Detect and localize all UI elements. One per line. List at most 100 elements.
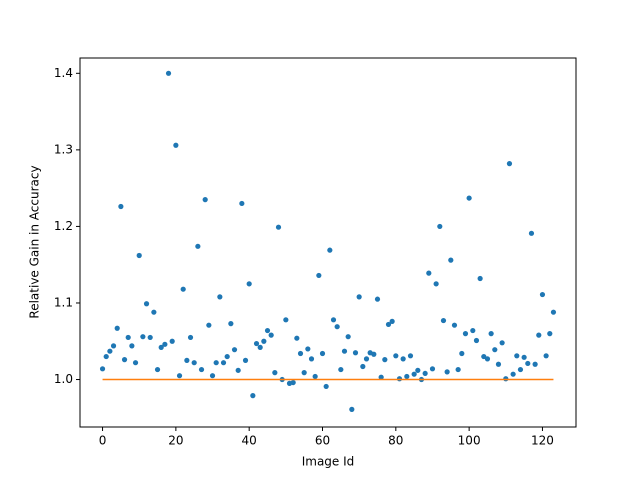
point (378, 374, 384, 380)
point (239, 200, 245, 207)
x-axis-label: Image Id (302, 455, 355, 469)
point (257, 344, 263, 350)
point (539, 291, 546, 298)
plot-frame (79, 57, 577, 428)
point (499, 340, 505, 346)
point (121, 357, 128, 363)
x-tick-label: 100 (458, 434, 481, 448)
point (422, 370, 428, 377)
point (356, 294, 362, 300)
x-tick-label: 80 (388, 434, 403, 448)
y-tick-label: 1.3 (54, 142, 73, 156)
point (147, 334, 153, 341)
point (330, 317, 337, 323)
point (536, 332, 542, 338)
point (429, 366, 436, 372)
point (488, 331, 494, 337)
point (305, 346, 311, 352)
point (316, 272, 322, 279)
point (103, 353, 109, 360)
point (385, 321, 392, 328)
point (470, 327, 476, 334)
point (220, 360, 227, 366)
point (514, 353, 520, 359)
point (550, 309, 557, 315)
point (217, 294, 223, 300)
point (308, 356, 315, 362)
point (528, 230, 535, 236)
point (143, 301, 150, 307)
point (400, 356, 406, 362)
point (466, 195, 472, 201)
point (187, 334, 194, 341)
point (132, 360, 139, 366)
point (180, 286, 186, 292)
point (140, 334, 146, 340)
y-axis-label: Relative Gain in Accuracy (28, 165, 42, 318)
y-tick-label: 1.4 (54, 66, 73, 80)
point (389, 318, 395, 324)
point (462, 331, 469, 337)
point (169, 338, 175, 344)
point (484, 356, 491, 362)
point (440, 317, 447, 324)
point (235, 367, 241, 373)
point (162, 341, 168, 347)
point (301, 370, 307, 376)
point (198, 366, 205, 373)
point (396, 376, 403, 382)
point (415, 367, 421, 373)
point (195, 243, 201, 249)
point (338, 366, 344, 373)
point (246, 281, 252, 287)
point (495, 361, 502, 367)
point (341, 348, 348, 354)
point (136, 252, 142, 259)
point (407, 353, 414, 359)
point (253, 340, 260, 347)
point (510, 371, 516, 377)
point (411, 371, 417, 377)
point (327, 247, 333, 253)
point (374, 296, 381, 302)
point (459, 350, 465, 357)
point (99, 366, 106, 372)
point (173, 142, 179, 148)
x-tick-label: 40 (242, 434, 257, 448)
point (125, 334, 131, 341)
point (275, 224, 282, 230)
point (184, 357, 190, 363)
point (525, 360, 531, 367)
point (404, 373, 410, 380)
point (290, 379, 296, 386)
point (334, 324, 340, 330)
point (543, 353, 549, 359)
point (151, 309, 157, 315)
point (264, 327, 271, 334)
x-tick-label: 0 (99, 434, 107, 448)
y-tick-label: 1.2 (54, 219, 73, 233)
point (448, 257, 454, 263)
point (165, 70, 172, 76)
point (492, 347, 498, 353)
point (426, 270, 432, 276)
point (242, 357, 249, 363)
point (110, 343, 117, 349)
point (503, 376, 509, 382)
point (191, 360, 197, 366)
y-tick-label: 1.0 (54, 372, 73, 386)
point (345, 334, 351, 340)
point (521, 354, 527, 360)
point (129, 343, 135, 349)
point (154, 366, 161, 373)
point (228, 321, 234, 327)
point (250, 393, 256, 399)
point (433, 281, 439, 287)
point (371, 351, 377, 357)
y-tick-label: 1.1 (54, 295, 73, 309)
point (352, 350, 359, 356)
point (382, 357, 388, 363)
point (118, 203, 124, 210)
